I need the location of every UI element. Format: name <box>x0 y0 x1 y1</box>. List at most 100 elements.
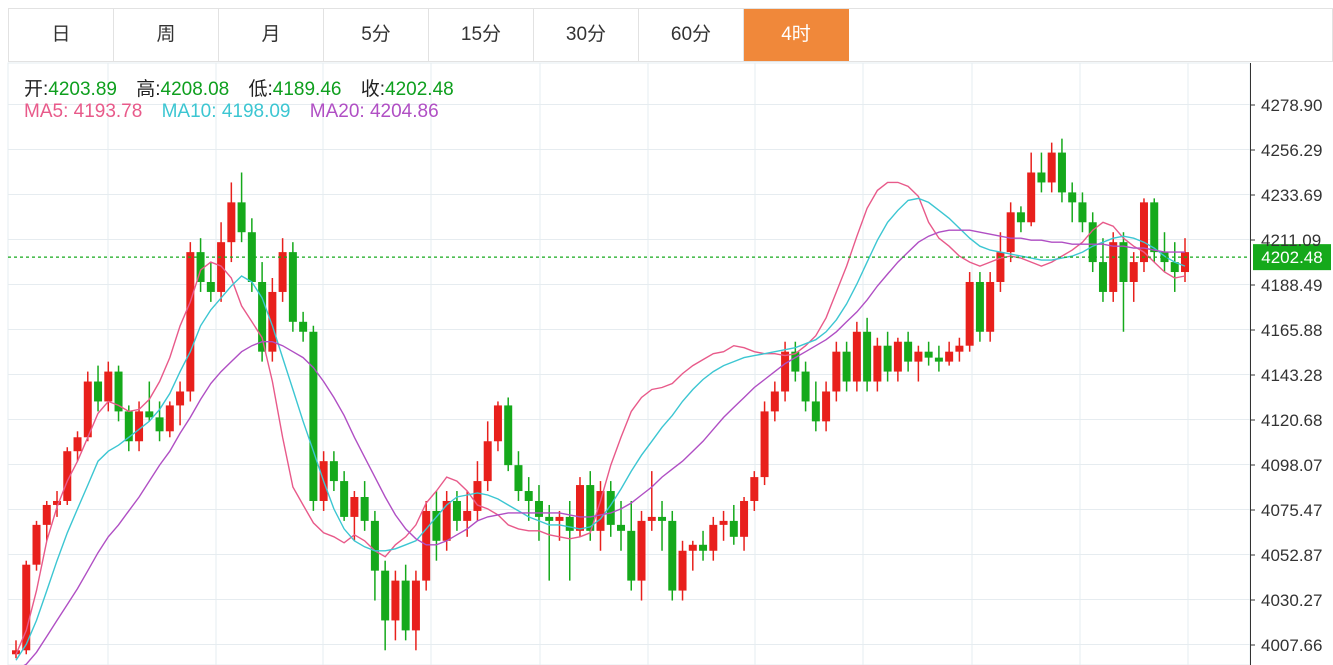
chart-grid <box>7 62 1251 665</box>
candle-body <box>678 550 687 591</box>
candle-body <box>524 491 533 501</box>
close-value: 4202.48 <box>385 79 454 100</box>
candle-body <box>709 524 718 551</box>
candle-body <box>145 411 154 418</box>
tab-4hour[interactable]: 4时 <box>744 9 849 61</box>
ma-line-ma5 <box>15 181 1186 655</box>
open-value: 4203.89 <box>48 79 117 100</box>
candle-body <box>545 516 554 521</box>
candle-body <box>442 500 451 541</box>
tab-day[interactable]: 日 <box>9 9 114 61</box>
ma-lines <box>15 181 1186 665</box>
candle-body <box>832 351 841 392</box>
candle-body <box>432 510 441 541</box>
candle-body <box>1016 212 1025 223</box>
candle-body <box>483 441 492 482</box>
candle-body <box>760 411 769 478</box>
candle-body <box>904 341 913 362</box>
candle-body <box>73 437 82 452</box>
candle-body <box>1027 172 1036 223</box>
candle-body <box>791 351 800 372</box>
candle-body <box>94 381 103 402</box>
candle-body <box>463 510 472 521</box>
candle-body <box>370 520 379 571</box>
candle-body <box>873 345 882 382</box>
candle-body <box>22 564 31 651</box>
ma-line-ma20 <box>23 229 1185 665</box>
candle-body <box>1119 242 1128 282</box>
y-tick-label: 4211.09 <box>1261 231 1321 250</box>
candle-body <box>165 405 174 432</box>
candle-body <box>596 491 605 531</box>
timeframe-tabs: 日 周 月 5分 15分 30分 60分 4时 <box>8 8 1333 62</box>
low-value: 4189.46 <box>272 79 342 100</box>
candle-body <box>1057 152 1066 193</box>
candle-body <box>135 411 144 442</box>
candle-body <box>411 580 420 631</box>
candle-body <box>617 524 626 531</box>
candle-body <box>914 351 923 362</box>
candle-body <box>493 405 502 442</box>
candle-body <box>586 485 595 531</box>
candle-body <box>452 500 461 521</box>
candle-body <box>329 461 338 482</box>
y-tick-label: 4143.28 <box>1261 366 1322 385</box>
candle-body <box>658 516 667 521</box>
tab-month[interactable]: 月 <box>219 9 324 61</box>
candle-body <box>1160 252 1169 263</box>
candle-body <box>852 331 861 382</box>
candle-body <box>514 465 523 492</box>
candle-body <box>555 516 564 521</box>
ma5-value: 4193.78 <box>73 101 143 122</box>
tab-30min[interactable]: 30分 <box>534 9 639 61</box>
candle-body <box>114 371 123 412</box>
y-tick-label: 4030.27 <box>1261 591 1322 610</box>
candle-body <box>565 516 574 531</box>
candle-body <box>227 202 236 243</box>
candle-body <box>1098 262 1107 292</box>
low-label: 低: <box>248 79 273 100</box>
last-price-label: 4202.48 <box>1261 248 1322 267</box>
ma-readout: MA5: 4193.78 MA10: 4198.09 MA20: 4204.86 <box>24 101 439 123</box>
y-tick-label: 4098.07 <box>1261 456 1322 475</box>
candle-body <box>811 401 820 422</box>
candle-body <box>391 580 400 621</box>
ma20-value: 4204.86 <box>369 101 439 122</box>
candle-body <box>1006 212 1015 253</box>
y-tick-label: 4256.29 <box>1261 141 1322 160</box>
candle-body <box>504 405 513 466</box>
high-label: 高: <box>136 79 161 100</box>
candle-body <box>422 510 431 581</box>
candle-body <box>1037 172 1046 183</box>
candle-body <box>196 252 205 282</box>
candle-body <box>53 500 62 505</box>
last-price-badge <box>1253 244 1331 271</box>
candle-body <box>360 496 369 521</box>
plot-frame <box>7 62 1251 665</box>
candle-body <box>258 281 267 352</box>
tab-week[interactable]: 周 <box>114 9 219 61</box>
candle-body <box>893 341 902 372</box>
ma10-label: MA10: <box>161 101 217 122</box>
candle-body <box>822 391 831 422</box>
candle-body <box>278 252 287 292</box>
candle-body <box>975 281 984 332</box>
candle-body <box>1150 202 1159 253</box>
candle-body <box>401 580 410 631</box>
tab-5min[interactable]: 5分 <box>324 9 429 61</box>
candle-body <box>740 500 749 537</box>
tab-60min[interactable]: 60分 <box>639 9 744 61</box>
candle-body <box>63 451 72 501</box>
candle-body <box>647 516 656 521</box>
candle-body <box>668 520 677 591</box>
candle-body <box>83 381 92 438</box>
candle-body <box>606 491 615 525</box>
y-tick-label: 4120.68 <box>1261 411 1322 430</box>
candle-body <box>473 481 482 511</box>
tab-15min[interactable]: 15分 <box>429 9 534 61</box>
candle-body <box>750 477 759 501</box>
candle-body <box>381 570 390 621</box>
candle-body <box>627 530 636 581</box>
candle-body <box>288 252 297 322</box>
candle-body <box>42 504 51 525</box>
